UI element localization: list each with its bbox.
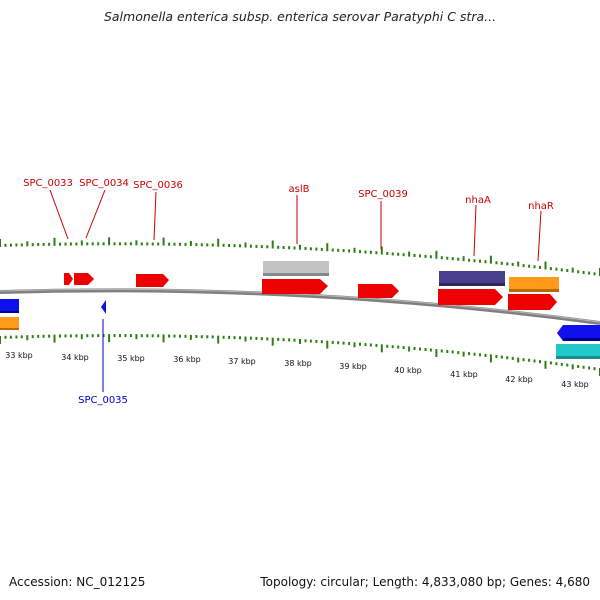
leader-spc-0033 bbox=[49, 189, 69, 240]
feature-left-edge-cog[interactable] bbox=[0, 317, 19, 330]
gene-label-aslb[interactable]: aslB bbox=[289, 184, 310, 195]
map-title: Salmonella enterica subsp. enterica sero… bbox=[103, 9, 497, 24]
cog-track-reverse bbox=[0, 317, 600, 359]
bottom-tick-marks bbox=[0, 334, 600, 376]
leader-spc-0034 bbox=[85, 189, 106, 239]
kbp-label-37: 37 kbp bbox=[228, 357, 256, 366]
kbp-label-39: 39 kbp bbox=[339, 362, 367, 371]
feature-aslb-rna[interactable] bbox=[263, 261, 329, 275]
gene-arrow-spc-0039[interactable] bbox=[358, 284, 399, 298]
gene-arrow-left-edge[interactable] bbox=[0, 299, 19, 313]
gene-label-spc-0039[interactable]: SPC_0039 bbox=[358, 189, 408, 200]
gene-arrow-spc-0033[interactable] bbox=[64, 273, 73, 285]
gene-arrow-spc-0034[interactable] bbox=[74, 273, 94, 285]
topology-text: Topology: circular; Length: 4,833,080 bp… bbox=[260, 575, 590, 589]
accession-text: Accession: NC_012125 bbox=[9, 575, 146, 589]
kbp-label-41: 41 kbp bbox=[450, 370, 478, 379]
kbp-label-43: 43 kbp bbox=[561, 380, 589, 389]
gene-label-spc-0035[interactable]: SPC_0035 bbox=[78, 395, 128, 406]
kbp-label-34: 34 kbp bbox=[61, 353, 89, 362]
gene-label-spc-0036[interactable]: SPC_0036 bbox=[133, 180, 183, 191]
genome-backbone-highlight bbox=[0, 288, 600, 323]
leader-nhar bbox=[537, 210, 542, 262]
gene-arrow-spc-0035[interactable] bbox=[101, 300, 106, 314]
kbp-label-33: 33 kbp bbox=[5, 351, 33, 360]
top-tick-marks bbox=[0, 237, 600, 276]
leader-nhaa bbox=[473, 204, 477, 257]
reverse-genes bbox=[0, 299, 600, 341]
feature-nhar-cog[interactable] bbox=[509, 277, 559, 291]
forward-genes bbox=[64, 273, 557, 310]
gene-label-nhar[interactable]: nhaR bbox=[528, 201, 554, 212]
feature-right-edge-cog[interactable] bbox=[556, 344, 600, 358]
label-leaders bbox=[49, 189, 542, 262]
gene-arrow-nhaa[interactable] bbox=[438, 289, 503, 305]
feature-nhaa-cog[interactable] bbox=[439, 271, 505, 285]
kbp-label-35: 35 kbp bbox=[117, 354, 145, 363]
cog-track-forward bbox=[263, 261, 559, 292]
kbp-label-40: 40 kbp bbox=[394, 366, 422, 375]
gene-arrow-nhar[interactable] bbox=[508, 294, 557, 310]
gene-label-spc-0034[interactable]: SPC_0034 bbox=[79, 178, 129, 189]
leader-spc-0036 bbox=[153, 191, 157, 241]
kbp-label-36: 36 kbp bbox=[173, 355, 201, 364]
genome-backbone bbox=[0, 288, 600, 325]
gene-arrow-aslb[interactable] bbox=[262, 279, 328, 294]
kbp-label-42: 42 kbp bbox=[505, 375, 533, 384]
kbp-label-38: 38 kbp bbox=[284, 359, 312, 368]
gene-arrow-spc-0036[interactable] bbox=[136, 274, 169, 287]
gene-label-spc-0033[interactable]: SPC_0033 bbox=[23, 178, 73, 189]
gene-arrow-right-edge[interactable] bbox=[557, 325, 600, 341]
gene-label-nhaa[interactable]: nhaA bbox=[465, 195, 491, 206]
